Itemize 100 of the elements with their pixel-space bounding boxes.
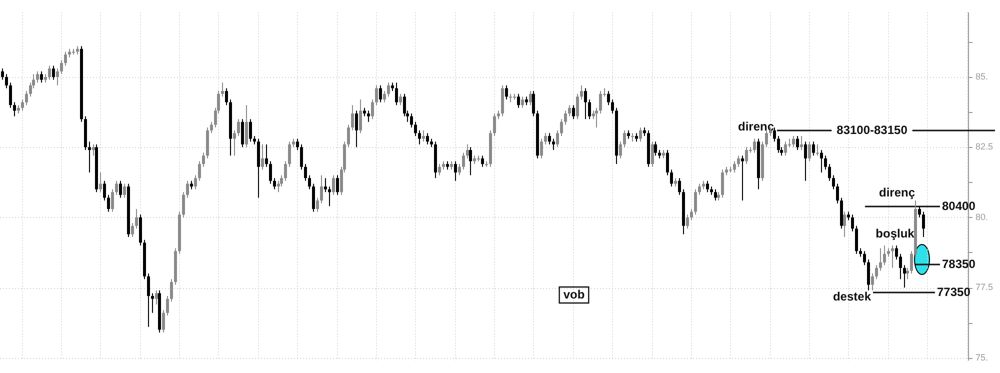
candlestick [843, 211, 846, 238]
candlestick [371, 98, 374, 120]
candlestick [469, 146, 472, 176]
candlestick [481, 155, 484, 168]
candlestick [324, 178, 327, 193]
candlestick [808, 141, 811, 162]
candlestick [178, 211, 181, 254]
candlestick [517, 93, 520, 108]
candlestick [131, 222, 134, 238]
candlestick [265, 144, 268, 168]
candlestick [532, 90, 535, 117]
candlestick [903, 264, 906, 288]
candlestick [261, 144, 264, 170]
candlestick [832, 174, 835, 190]
candlestick [654, 141, 657, 156]
candlestick [721, 169, 724, 198]
candlestick [867, 259, 870, 291]
candlestick [792, 135, 795, 148]
y-tick-label: 75. [975, 352, 988, 362]
y-tick-label: 80. [975, 212, 988, 222]
candlestick [678, 178, 681, 196]
candlestick [273, 178, 276, 190]
candlestick [375, 84, 378, 106]
candlestick [493, 112, 496, 136]
candlestick [836, 183, 839, 204]
candlestick [418, 130, 421, 145]
candlestick [182, 192, 185, 218]
candlestick [544, 132, 547, 145]
candlestick [225, 88, 228, 106]
candlestick [611, 98, 614, 114]
candlestick [588, 98, 591, 120]
candlestick [899, 253, 902, 280]
candlestick [548, 132, 551, 145]
candlestick [147, 273, 150, 328]
y-tick-label: 82.5 [975, 142, 994, 152]
candlestick [670, 169, 673, 187]
candlestick [521, 96, 524, 108]
candlestick [355, 110, 358, 148]
candlestick [410, 112, 413, 128]
candlestick [666, 149, 669, 176]
candlestick [359, 98, 362, 134]
candlestick [304, 164, 307, 182]
candlestick [56, 68, 59, 86]
candlestick [387, 82, 390, 98]
candlestick [800, 135, 803, 150]
annotation: direnç [738, 119, 774, 134]
candlestick [249, 118, 252, 142]
candlestick [466, 144, 469, 159]
candlestick [241, 118, 244, 148]
candlestick [48, 65, 51, 80]
candlestick [595, 107, 598, 128]
candlestick [501, 84, 504, 117]
candlestick [103, 180, 106, 202]
candlestick [552, 138, 555, 150]
candlestick [308, 174, 311, 190]
candlestick [320, 174, 323, 204]
candlestick [812, 141, 815, 156]
candlestick [895, 244, 898, 260]
candlestick [115, 180, 118, 196]
candlestick [284, 160, 287, 182]
candlestick [422, 130, 425, 142]
candlestick [733, 160, 736, 173]
candlestick [462, 152, 465, 170]
candlestick [765, 130, 768, 148]
candlestick [198, 160, 201, 182]
candlestick [690, 208, 693, 221]
candlestick [580, 84, 583, 100]
candlestick [816, 144, 819, 156]
candlestick [828, 164, 831, 182]
candlestick [395, 82, 398, 106]
ref-line-label: 78350 [942, 256, 976, 271]
candlestick [347, 124, 350, 148]
candlestick [694, 188, 697, 216]
candlestick [36, 70, 39, 84]
candlestick [540, 138, 543, 159]
candlestick [64, 51, 67, 66]
candlestick [639, 127, 642, 142]
candlestick [556, 130, 559, 148]
candlestick [584, 88, 587, 120]
candlestick [773, 127, 776, 142]
candlestick [166, 296, 169, 316]
candlestick [485, 160, 488, 168]
candlestick [918, 206, 921, 218]
candlestick [922, 211, 925, 238]
candlestick [863, 250, 866, 266]
candlestick [336, 174, 339, 196]
y-tick-label: 85. [975, 71, 988, 82]
candlestick [170, 278, 173, 302]
candlestick [111, 188, 114, 212]
candlestick [851, 214, 854, 232]
candlestick [5, 74, 8, 89]
candlestick [9, 82, 12, 108]
candlestick [269, 160, 272, 184]
candlestick [123, 183, 126, 198]
candlestick [910, 250, 913, 274]
candlestick [706, 180, 709, 193]
candlestick [151, 292, 154, 314]
candlestick [379, 84, 382, 103]
candlestick [599, 90, 602, 114]
candlestick [300, 144, 303, 170]
